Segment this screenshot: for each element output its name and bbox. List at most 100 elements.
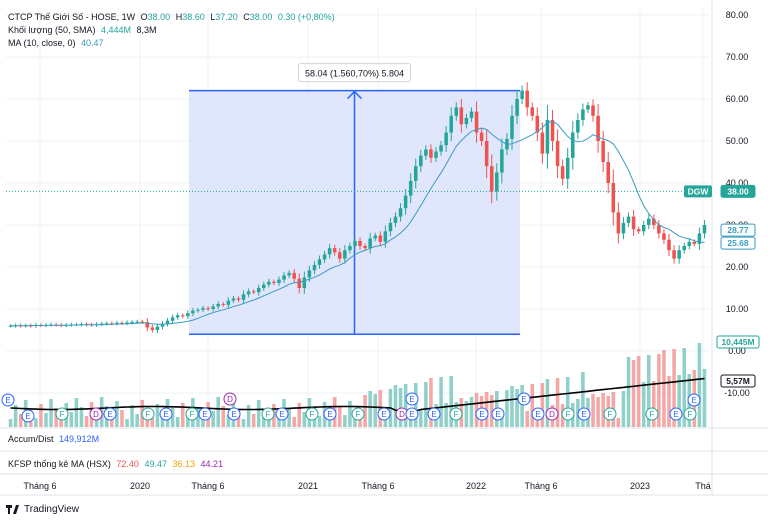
candle-body bbox=[692, 241, 697, 244]
volume-bar bbox=[469, 397, 474, 427]
accum-dist-line bbox=[10, 377, 705, 412]
volume-bar bbox=[489, 395, 494, 427]
event-marker-e-icon bbox=[687, 393, 701, 407]
candle-body bbox=[489, 166, 494, 192]
volume-label: Khối lượng (50, SMA) bbox=[8, 25, 96, 35]
price-tick-label: 80.00 bbox=[726, 10, 749, 20]
candle-body bbox=[469, 111, 474, 118]
volume-bar bbox=[170, 408, 175, 427]
candle-body bbox=[408, 180, 413, 196]
candle-body bbox=[424, 149, 428, 156]
price-tick-label: -10.00 bbox=[724, 388, 750, 398]
candle-body bbox=[530, 107, 535, 116]
measure-label: 58.04 (1.560,70%) 5.804 bbox=[305, 69, 404, 79]
volume-bar bbox=[368, 391, 372, 427]
ma-legend[interactable]: MA (10, close, 0) 40.47 bbox=[8, 37, 107, 50]
time-axis-label: Tháng 6 bbox=[191, 481, 224, 491]
candle-body bbox=[256, 288, 261, 293]
candle-body bbox=[398, 208, 403, 217]
volume-bar bbox=[39, 404, 43, 427]
candle-body bbox=[150, 327, 155, 330]
volume-bar bbox=[120, 410, 124, 427]
candle-body bbox=[358, 240, 362, 246]
volume-bar bbox=[125, 419, 129, 427]
candle-body bbox=[175, 315, 180, 318]
candle-body bbox=[657, 225, 661, 234]
event-marker-e-icon bbox=[405, 392, 419, 406]
volume-bar bbox=[54, 408, 58, 427]
tradingview-brand[interactable]: TradingView bbox=[6, 504, 79, 515]
volume-bar bbox=[616, 418, 621, 427]
volume-bar bbox=[155, 404, 160, 427]
event-marker-f-icon bbox=[305, 407, 319, 421]
candle-body bbox=[454, 107, 459, 116]
event-letter: D bbox=[93, 410, 99, 419]
candle-body bbox=[545, 120, 550, 154]
event-marker-e-icon bbox=[405, 407, 419, 421]
volume-bar bbox=[383, 416, 388, 427]
event-marker-f-icon bbox=[603, 407, 617, 421]
volume-bar bbox=[79, 407, 84, 427]
volume-legend[interactable]: Khối lượng (50, SMA) 4,444M 8,3M bbox=[8, 24, 160, 37]
kfsp-legend[interactable]: KFSP thống kê MA (HSX) 72.40 49.47 36.13… bbox=[8, 458, 226, 471]
event-marker-f-icon bbox=[645, 407, 659, 421]
symbol-legend[interactable]: CTCP Thế Giới Số - HOSE, 1W O38.00 H38.6… bbox=[8, 11, 338, 24]
volume-bar bbox=[464, 401, 469, 427]
volume-bar bbox=[13, 405, 18, 427]
event-marker-d-icon bbox=[89, 407, 103, 421]
volume-bar bbox=[525, 411, 529, 427]
accum-legend[interactable]: Accum/Dist 149,912M bbox=[8, 433, 102, 446]
candle-body bbox=[393, 216, 398, 223]
candle-body bbox=[343, 250, 347, 259]
candle-body bbox=[464, 117, 469, 125]
volume-tag-box bbox=[716, 335, 760, 349]
candle-body bbox=[180, 315, 185, 317]
volume-bar bbox=[18, 414, 23, 427]
event-letter: E bbox=[409, 410, 414, 419]
candle-body bbox=[206, 308, 210, 310]
candle-body bbox=[591, 105, 595, 116]
volume-bar bbox=[196, 407, 200, 427]
event-letter: D bbox=[549, 410, 555, 419]
price-tick-label: 20.00 bbox=[726, 262, 749, 272]
price-tick-label: 60.00 bbox=[726, 94, 749, 104]
candle-body bbox=[115, 322, 119, 324]
volume-bar bbox=[115, 401, 119, 427]
event-marker-d-icon bbox=[545, 407, 559, 421]
time-axis-label: Tháng 6 bbox=[361, 481, 394, 491]
candle-body bbox=[388, 222, 393, 232]
candle-body bbox=[170, 317, 175, 321]
candle-body bbox=[125, 322, 129, 324]
event-letter: E bbox=[5, 396, 10, 405]
event-marker-f-icon bbox=[561, 407, 575, 421]
event-marker-f-icon bbox=[141, 407, 155, 421]
volume-bar bbox=[378, 390, 383, 427]
volume-bar bbox=[449, 376, 453, 427]
candle-body bbox=[581, 109, 585, 120]
candle-body bbox=[697, 233, 702, 244]
price-tick-label: 40.00 bbox=[726, 178, 749, 188]
candle-body bbox=[682, 246, 686, 251]
volume-bar bbox=[413, 383, 418, 427]
volume-bar bbox=[150, 418, 155, 427]
volume-bar bbox=[636, 356, 641, 427]
ma-upper-tag-box bbox=[720, 223, 756, 237]
event-letter: E bbox=[431, 410, 436, 419]
volume-bar bbox=[672, 349, 676, 427]
kfsp-value-4: 44.21 bbox=[200, 459, 224, 469]
candle-body bbox=[186, 313, 190, 317]
event-letter: F bbox=[146, 410, 151, 419]
candle-body bbox=[130, 322, 134, 324]
last-price-tag: 38.00 bbox=[727, 186, 749, 196]
volume-bar bbox=[621, 391, 626, 427]
event-marker-e-icon bbox=[323, 407, 337, 421]
event-letter: E bbox=[409, 395, 414, 404]
volume-bar bbox=[555, 378, 560, 427]
event-letter: E bbox=[673, 410, 678, 419]
volume-bar bbox=[317, 416, 322, 427]
time-axis-label: 2021 bbox=[298, 481, 318, 491]
event-letter: E bbox=[279, 410, 284, 419]
event-marker-e-icon bbox=[577, 407, 591, 421]
volume-bar bbox=[130, 405, 134, 427]
